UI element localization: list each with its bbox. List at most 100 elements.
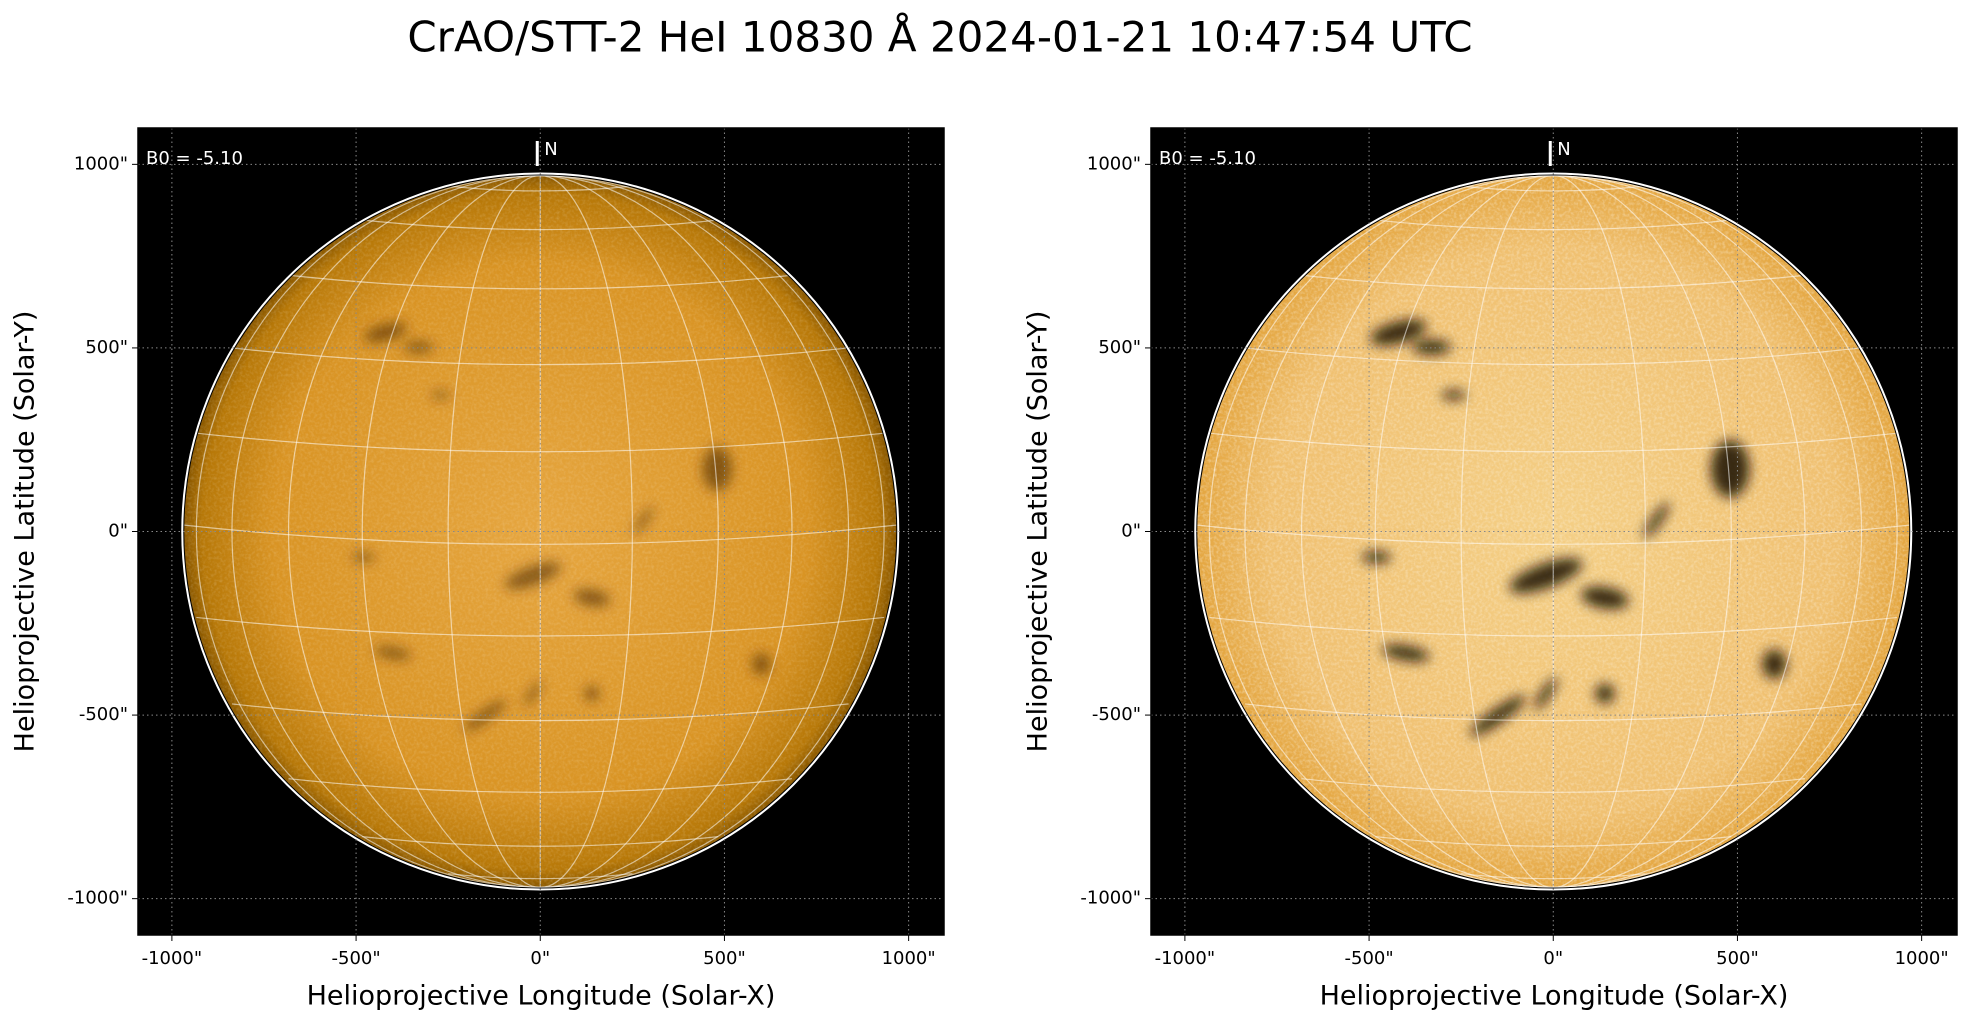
meridian: [447, 175, 541, 888]
filament: [584, 686, 600, 702]
parallel: [1461, 185, 1646, 192]
panel: -1000" -500" 0" 500" 1000" -1000" -500" 0" 500" 1…: [1023, 127, 1958, 1012]
parallel: [1461, 873, 1646, 880]
meridian: [1208, 175, 1554, 888]
parallel: [1301, 274, 1806, 290]
filament: [573, 589, 611, 607]
heliographic-grid: [184, 175, 897, 888]
parallel: [184, 524, 897, 545]
meridian: [195, 175, 541, 888]
parallel: [231, 347, 849, 366]
y-tick-label: 1000": [74, 153, 128, 174]
filament: [1534, 677, 1558, 710]
filament: [1470, 695, 1526, 736]
meridian: [540, 175, 719, 888]
panel: -1000" -500" 0" 500" 1000" -1000" -500" 0" 500" 1…: [10, 127, 945, 1012]
x-tick-label: 0": [1543, 948, 1563, 969]
filament: [633, 506, 654, 535]
parallel: [231, 703, 849, 722]
filament: [1643, 502, 1670, 539]
y-tick-label: 0": [108, 521, 128, 542]
meridian: [361, 175, 541, 888]
parallel: [196, 616, 885, 637]
filament: [1412, 340, 1451, 355]
y-tick-label: 500": [85, 337, 128, 358]
meridian: [1553, 175, 1646, 888]
x-tick-label: 500": [703, 948, 746, 969]
parallel: [1375, 836, 1732, 847]
filament: [1581, 586, 1629, 610]
north-label: N: [544, 139, 557, 160]
meridian: [1374, 175, 1554, 888]
x-tick-label: 500": [1716, 948, 1759, 969]
y-tick-label: -500": [1092, 704, 1141, 725]
meridian: [540, 175, 634, 888]
filament: [352, 552, 375, 562]
filament: [1370, 319, 1427, 346]
y-tick-label: -1000": [67, 888, 128, 909]
parallel: [1244, 347, 1862, 366]
x-tick-label: 0": [530, 948, 550, 969]
meridian: [540, 175, 885, 888]
filament: [1762, 649, 1787, 679]
y-tick-label: 1000": [1087, 153, 1141, 174]
y-tick-label: -1000": [1080, 888, 1141, 909]
x-tick-label: 1000": [1895, 948, 1949, 969]
x-tick-label: -500": [332, 948, 381, 969]
filament: [364, 322, 407, 343]
meridian: [287, 175, 541, 888]
x-axis-label: Helioprojective Longitude (Solar-X): [307, 981, 776, 1012]
filament: [374, 646, 412, 660]
meridian: [1553, 175, 1898, 888]
filament: [1441, 390, 1466, 400]
x-tick-label: -500": [1345, 948, 1394, 969]
parallel: [1209, 616, 1898, 637]
filament: [1710, 440, 1750, 498]
parallel: [288, 778, 793, 793]
parallel: [362, 836, 719, 847]
b0-annotation: B0 = -5.10: [1159, 148, 1256, 169]
parallel: [288, 274, 793, 290]
axes-frame: [1150, 127, 1958, 936]
filament: [523, 681, 542, 706]
meridian: [1300, 175, 1554, 888]
meridian: [1553, 175, 1732, 888]
parallel: [1301, 778, 1806, 793]
axes-frame: [137, 127, 945, 936]
meridian: [540, 175, 850, 888]
x-axis-label: Helioprojective Longitude (Solar-X): [1320, 981, 1789, 1012]
parallel: [362, 219, 719, 231]
parallel: [448, 185, 633, 192]
filament: [431, 391, 450, 399]
parallel: [196, 432, 885, 453]
north-label: N: [1557, 139, 1570, 160]
x-tick-label: 1000": [882, 948, 936, 969]
parallel: [1197, 524, 1910, 545]
y-tick-label: 500": [1098, 337, 1141, 358]
filament: [1595, 684, 1615, 704]
filament: [1509, 558, 1583, 594]
y-tick-label: 0": [1121, 521, 1141, 542]
meridian: [1553, 175, 1863, 888]
meridian: [1460, 175, 1554, 888]
parallel: [1209, 432, 1898, 453]
y-axis-label: Helioprojective Latitude (Solar-Y): [1023, 311, 1054, 753]
y-tick-label: -500": [79, 704, 128, 725]
b0-annotation: B0 = -5.10: [146, 148, 243, 169]
filament: [403, 341, 434, 353]
parallel: [448, 873, 633, 880]
meridian: [231, 175, 541, 888]
filament: [505, 562, 561, 590]
parallel: [1244, 703, 1862, 722]
figure-title: CrAO/STT-2 HeI 10830 Å 2024-01-21 10:47:…: [407, 12, 1472, 62]
filament: [463, 700, 507, 732]
y-axis-label: Helioprojective Latitude (Solar-Y): [10, 311, 41, 753]
x-tick-label: -1000": [142, 948, 203, 969]
meridian: [1244, 175, 1554, 888]
filament: [752, 653, 771, 676]
x-tick-label: -1000": [1155, 948, 1216, 969]
filaments: [1361, 319, 1787, 736]
filament: [1382, 644, 1430, 662]
parallel: [1375, 219, 1732, 231]
